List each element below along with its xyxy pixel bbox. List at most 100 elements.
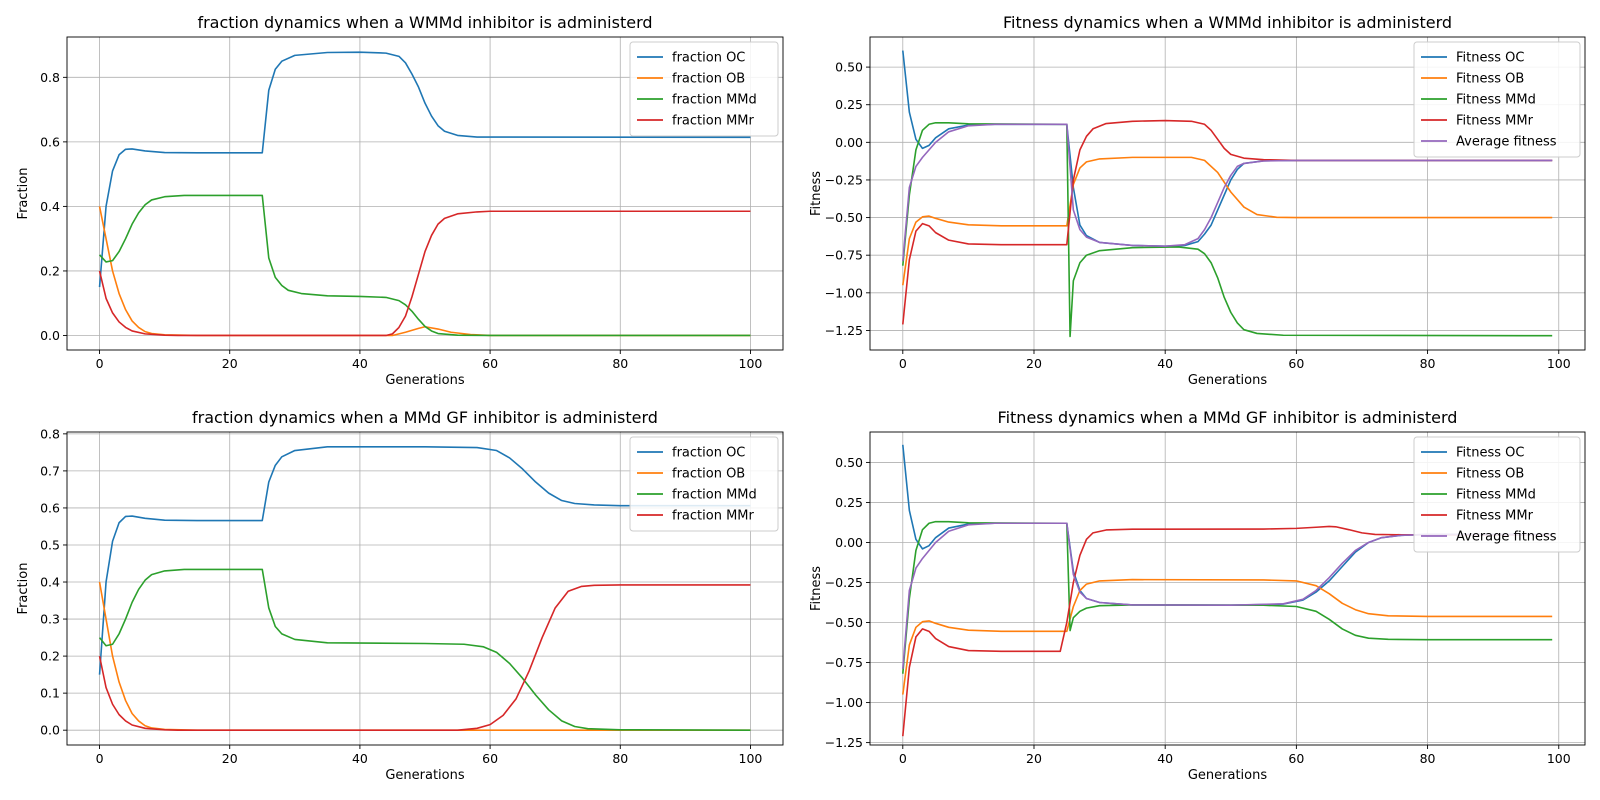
x-tick-label: 100 xyxy=(739,751,763,766)
y-tick-label: 0.00 xyxy=(835,135,863,150)
series-line-fraction-oc xyxy=(98,446,751,675)
y-tick-label: 0.50 xyxy=(835,455,863,470)
legend-label: Average fitness xyxy=(1456,530,1557,545)
x-axis-label: Generations xyxy=(1188,373,1268,388)
x-tick-label: 100 xyxy=(1547,751,1571,766)
y-tick-label: −0.75 xyxy=(825,248,863,263)
x-tick-label: 0 xyxy=(899,751,907,766)
y-tick-label: 0.5 xyxy=(40,537,60,552)
series-lines xyxy=(902,444,1553,737)
y-tick-label: 0.6 xyxy=(40,500,60,515)
y-tick-label: 0.2 xyxy=(40,649,60,664)
x-tick-label: 60 xyxy=(482,356,498,371)
y-tick-label: −1.25 xyxy=(825,735,863,750)
plot-frame xyxy=(869,431,1586,746)
series-lines xyxy=(902,50,1553,338)
chart-panel-2: 0 20 40 60 80 100 −1.25 −1.00 −0.75 −0.50 −0.25 0.0… xyxy=(809,13,1586,388)
y-tick-label: −0.50 xyxy=(825,615,863,630)
x-tick-label: 80 xyxy=(612,751,628,766)
x-tick-label: 40 xyxy=(352,751,368,766)
series-line-fraction-mmd xyxy=(98,194,751,337)
legend-label: Fitness MMd xyxy=(1456,488,1536,503)
series-line-fraction-mmr xyxy=(98,584,751,731)
legend-label: fraction OC xyxy=(672,51,745,66)
x-tick-label: 20 xyxy=(222,356,238,371)
y-tick-label: −0.25 xyxy=(825,575,863,590)
y-axis-label: Fitness xyxy=(809,171,824,216)
series-line-fraction-mmr xyxy=(98,210,751,337)
x-axis-label: Generations xyxy=(385,373,465,388)
x-axis-label: Generations xyxy=(385,768,465,783)
y-tick-label: 0.25 xyxy=(835,97,863,112)
x-tick-label: 60 xyxy=(482,751,498,766)
y-tick-label: 0.8 xyxy=(40,426,60,441)
plot-frame xyxy=(66,36,784,351)
legend-label: Fitness OB xyxy=(1456,72,1524,87)
legend-box xyxy=(629,41,779,137)
chart-title: fraction dynamics when a MMd GF inhibito… xyxy=(192,408,658,427)
y-tick-label: 0.50 xyxy=(835,60,863,75)
chart-panel-1: 0 20 40 60 80 100 0.0 0.2 0.4 0.6 0.8 fraction dyna… xyxy=(16,13,784,388)
legend-label: Average fitness xyxy=(1456,135,1557,150)
series-line-fitness-mmd xyxy=(902,520,1553,674)
y-tick-label: 0.1 xyxy=(40,686,60,701)
x-tick-label: 0 xyxy=(96,751,104,766)
legend: fraction OC fraction OB fraction MMd fracti… xyxy=(629,41,779,137)
y-tick-label: 0.8 xyxy=(40,70,60,85)
y-axis-label: Fitness xyxy=(809,566,824,611)
x-tick-label: 20 xyxy=(222,751,238,766)
y-tick-label: 0.3 xyxy=(40,612,60,627)
legend-label: Fitness MMr xyxy=(1456,114,1534,129)
legend: Fitness OC Fitness OB Fitness MMd Fitness M… xyxy=(1413,436,1581,553)
chart-title: Fitness dynamics when a MMd GF inhibitor… xyxy=(998,408,1458,427)
x-tick-label: 80 xyxy=(612,356,628,371)
series-line-fraction-oc xyxy=(98,51,751,288)
x-axis-label: Generations xyxy=(1188,768,1268,783)
series-line-fitness-ob xyxy=(902,578,1553,695)
plot-frame xyxy=(869,36,1586,351)
series-line-fitness-mmr xyxy=(902,119,1553,325)
y-tick-label: −0.75 xyxy=(825,655,863,670)
y-tick-label: −1.00 xyxy=(825,285,863,300)
x-tick-label: 100 xyxy=(739,356,763,371)
x-tick-label: 20 xyxy=(1026,356,1042,371)
x-tick-label: 0 xyxy=(899,356,907,371)
series-line-fitness-ob xyxy=(902,156,1553,286)
chart-title: fraction dynamics when a WMMd inhibitor … xyxy=(197,13,652,32)
y-tick-label: −1.00 xyxy=(825,695,863,710)
x-tick-label: 20 xyxy=(1026,751,1042,766)
legend: Fitness OC Fitness OB Fitness MMd Fitness M… xyxy=(1413,41,1581,158)
y-tick-label: 0.0 xyxy=(40,723,60,738)
legend-label: Fitness OC xyxy=(1456,446,1524,461)
x-tick-label: 40 xyxy=(1157,356,1173,371)
legend-label: Fitness MMd xyxy=(1456,93,1536,108)
legend-label: Fitness MMr xyxy=(1456,509,1534,524)
series-line-fraction-mmd xyxy=(98,568,751,731)
y-tick-label: −1.25 xyxy=(825,323,863,338)
y-tick-label: −0.25 xyxy=(825,172,863,187)
series-lines xyxy=(98,51,751,337)
legend-label: fraction MMd xyxy=(672,488,757,503)
legend: fraction OC fraction OB fraction MMd fracti… xyxy=(629,436,779,532)
chart-panel-3: 0 20 40 60 80 100 0.0 0.1 0.2 0.3 0.4 0.5 0.6 0.7 0.8 f… xyxy=(16,408,784,783)
x-tick-label: 80 xyxy=(1420,751,1436,766)
y-tick-label: −0.50 xyxy=(825,210,863,225)
y-axis-label: Fraction xyxy=(16,563,31,615)
chart-panel-4: 0 20 40 60 80 100 −1.25 −1.00 −0.75 −0.50 −0.25 0.0… xyxy=(809,408,1586,783)
series-line-fitness-mmd xyxy=(902,121,1553,338)
x-tick-label: 0 xyxy=(96,356,104,371)
y-tick-label: 0.4 xyxy=(40,199,60,214)
x-tick-label: 40 xyxy=(1157,751,1173,766)
legend-label: fraction OB xyxy=(672,467,745,482)
legend-label: Fitness OC xyxy=(1456,51,1524,66)
x-tick-label: 60 xyxy=(1288,356,1304,371)
chart-title: Fitness dynamics when a WMMd inhibitor i… xyxy=(1003,13,1452,32)
series-lines xyxy=(98,446,751,731)
y-axis-label: Fraction xyxy=(16,168,31,220)
legend-label: fraction MMd xyxy=(672,93,757,108)
legend-label: fraction OB xyxy=(672,72,745,87)
x-tick-label: 80 xyxy=(1420,356,1436,371)
x-tick-label: 40 xyxy=(352,356,368,371)
y-tick-label: 0.2 xyxy=(40,263,60,278)
